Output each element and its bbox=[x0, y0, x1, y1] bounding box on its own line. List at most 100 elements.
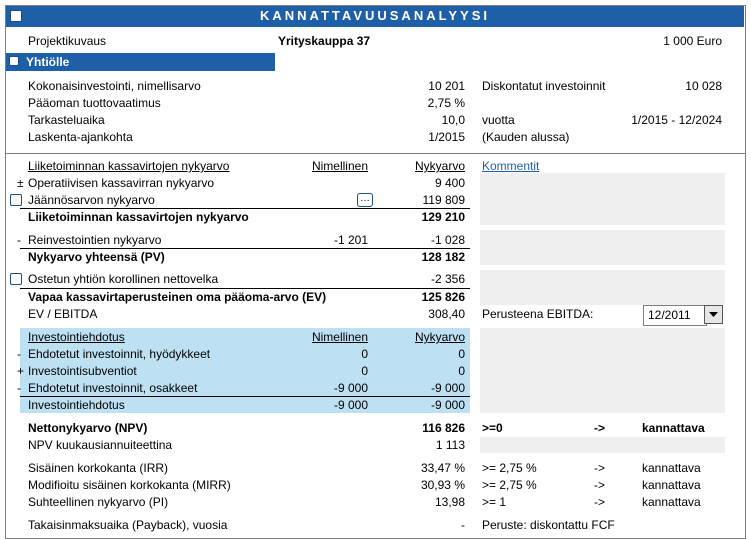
nominal: 0 bbox=[361, 364, 368, 378]
nominal: 0 bbox=[361, 347, 368, 361]
comment-box[interactable] bbox=[480, 328, 725, 413]
sign: - bbox=[17, 347, 21, 361]
collapse-icon[interactable] bbox=[9, 56, 19, 66]
arrow: -> bbox=[594, 495, 606, 509]
label: Investointisubventiot bbox=[28, 364, 137, 378]
project-label: Projektikuvaus bbox=[28, 34, 107, 48]
present: -9 000 bbox=[430, 398, 465, 412]
note: >=0 bbox=[482, 421, 503, 435]
field: vuotta bbox=[482, 113, 515, 127]
comment-box[interactable] bbox=[480, 437, 725, 453]
label: Ehdotetut investoinnit, osakkeet bbox=[28, 381, 198, 395]
present: 116 826 bbox=[422, 421, 465, 435]
field: Kokonaisinvestointi, nimellisarvo bbox=[28, 79, 201, 93]
verdict: kannattava bbox=[642, 421, 705, 435]
note: Peruste: diskontattu FCF bbox=[482, 518, 615, 532]
present: 0 bbox=[458, 364, 465, 378]
present: 128 182 bbox=[421, 250, 465, 264]
present: 9 400 bbox=[434, 176, 465, 190]
title: KANNATTAVUUSANALYYSI bbox=[260, 8, 490, 23]
nominal: -9 000 bbox=[333, 381, 368, 395]
comment-box[interactable] bbox=[480, 173, 725, 225]
column-header: Nykyarvo bbox=[414, 159, 465, 173]
arrow: -> bbox=[594, 478, 606, 492]
present: - bbox=[461, 518, 465, 532]
sign: - bbox=[17, 233, 21, 247]
menu-icon[interactable] bbox=[10, 10, 22, 22]
present: -1 028 bbox=[430, 233, 465, 247]
present: 30,93 % bbox=[420, 478, 465, 492]
present: 129 210 bbox=[421, 210, 465, 224]
sign: - bbox=[17, 381, 21, 395]
field: Tarkasteluaika bbox=[28, 113, 105, 127]
label: Liiketoiminnan kassavirtojen nykyarvo bbox=[28, 210, 249, 224]
sign: + bbox=[17, 364, 25, 378]
label: Sisäinen korkokanta (IRR) bbox=[28, 461, 169, 475]
label: EV / EBITDA bbox=[28, 307, 98, 321]
column-header: Liiketoiminnan kassavirtojen nykyarvo bbox=[28, 159, 230, 173]
field: 1/2015 bbox=[428, 130, 465, 144]
field: Laskenta-ajankohta bbox=[28, 130, 133, 144]
nominal: -1 201 bbox=[333, 233, 368, 247]
sign: ± bbox=[17, 176, 24, 190]
sum-line bbox=[20, 396, 470, 397]
expand-icon[interactable] bbox=[10, 273, 22, 285]
label: Jäännösarvon nykyarvo bbox=[28, 193, 155, 207]
label: Nettonykyarvo (NPV) bbox=[28, 421, 148, 435]
comment-box[interactable] bbox=[480, 270, 725, 305]
label: Ostetun yhtiön korollinen nettovelka bbox=[28, 272, 219, 286]
field: (Kauden alussa) bbox=[482, 130, 570, 144]
column-header: Nykyarvo bbox=[414, 330, 465, 344]
unit: 1 000 Euro bbox=[663, 34, 722, 48]
project-name: Yrityskauppa 37 bbox=[278, 34, 371, 48]
comments-link[interactable]: Kommentit bbox=[482, 159, 540, 173]
field: 10 201 bbox=[428, 79, 465, 93]
field: 2,75 % bbox=[427, 96, 465, 110]
label: Suhteellinen nykyarvo (PI) bbox=[28, 495, 169, 509]
field: 10 028 bbox=[685, 79, 722, 93]
nominal: -9 000 bbox=[333, 398, 368, 412]
sum-line bbox=[20, 248, 470, 249]
label: Vapaa kassavirtaperusteinen oma pääoma-a… bbox=[28, 290, 327, 304]
label: Modifioitu sisäinen korkokanta (MIRR) bbox=[28, 478, 231, 492]
field: 1/2015 - 12/2024 bbox=[631, 113, 722, 127]
present: 13,98 bbox=[434, 495, 465, 509]
label: Takaisinmaksuaika (Payback), vuosia bbox=[28, 518, 228, 532]
field: 10,0 bbox=[441, 113, 465, 127]
label: NPV kuukausiannuiteettina bbox=[28, 438, 173, 452]
present: 33,47 % bbox=[420, 461, 465, 475]
arrow: -> bbox=[594, 421, 606, 435]
verdict: kannattava bbox=[642, 495, 701, 509]
note: Perusteena EBITDA: bbox=[482, 307, 594, 321]
more-button[interactable]: … bbox=[357, 193, 373, 207]
present: 1 113 bbox=[435, 438, 465, 452]
label: Ehdotetut investoinnit, hyödykkeet bbox=[28, 347, 211, 361]
column-header: Nimellinen bbox=[311, 159, 368, 173]
present: 119 809 bbox=[422, 193, 466, 207]
column-header: Nimellinen bbox=[311, 330, 368, 344]
verdict: kannattava bbox=[642, 478, 701, 492]
title-bar bbox=[6, 6, 744, 27]
present: -2 356 bbox=[430, 272, 465, 286]
investment-panel bbox=[20, 328, 470, 413]
period-select[interactable]: 12/2011 bbox=[643, 305, 707, 326]
arrow: -> bbox=[594, 461, 606, 475]
separator bbox=[5, 153, 745, 154]
note: >= 2,75 % bbox=[482, 478, 537, 492]
note: >= 2,75 % bbox=[482, 461, 537, 475]
sum-line bbox=[20, 288, 470, 289]
present: 308,40 bbox=[428, 307, 465, 321]
section-bar bbox=[6, 53, 275, 71]
arrow-glyph bbox=[709, 312, 718, 317]
comment-box[interactable] bbox=[480, 230, 725, 265]
note: >= 1 bbox=[482, 495, 507, 509]
field: Pääoman tuottovaatimus bbox=[28, 96, 161, 110]
column-header: Investointiehdotus bbox=[28, 330, 125, 344]
present: -9 000 bbox=[430, 381, 465, 395]
label: Investointiehdotus bbox=[28, 398, 125, 412]
label: Reinvestointien nykyarvo bbox=[28, 233, 162, 247]
dropdown-arrow[interactable] bbox=[704, 305, 723, 324]
expand-icon[interactable] bbox=[10, 194, 22, 206]
sum-line bbox=[20, 208, 470, 209]
